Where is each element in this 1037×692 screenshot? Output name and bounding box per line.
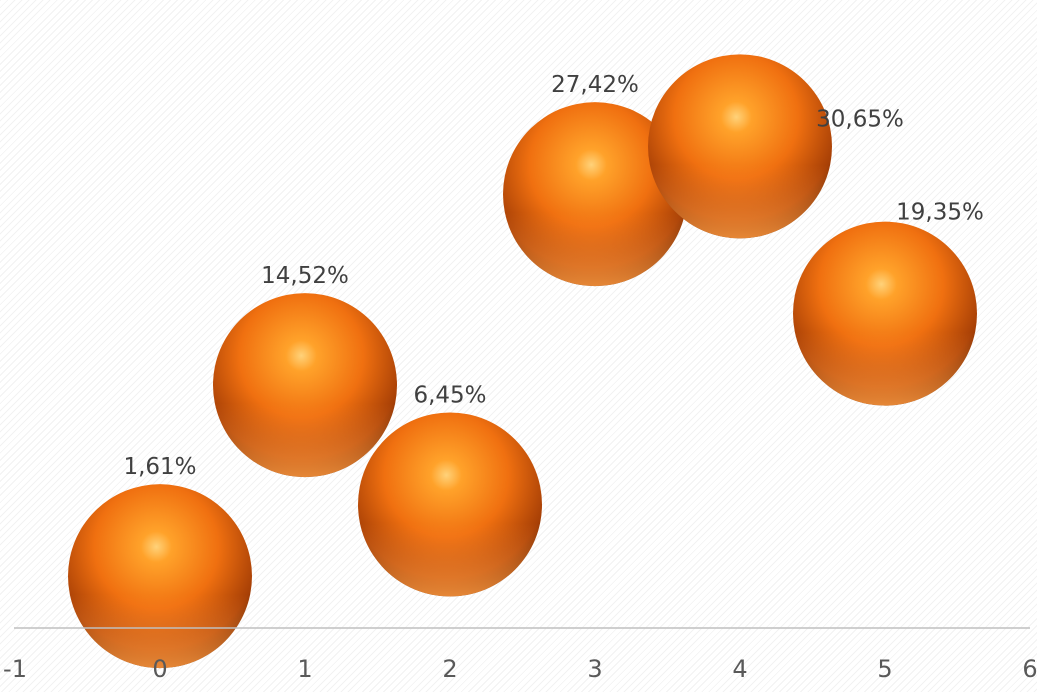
data-label: 1,61% [123,454,196,480]
bubble-rim [503,102,687,287]
data-label: 27,42% [551,72,639,98]
bubble-point [213,293,397,478]
bubble-point [503,102,687,287]
bubble-rim [793,221,977,406]
x-tick-labels: -1 0 1 2 3 4 5 6 [3,655,1037,683]
bubble-point [358,412,542,597]
data-label: 30,65% [816,106,904,132]
bubble-point [648,54,832,239]
x-tick-label: 3 [587,655,602,683]
data-label: 14,52% [261,263,349,289]
x-tick-label: -1 [3,655,27,683]
x-tick-label: 6 [1022,655,1037,683]
bubble-point [68,484,252,669]
x-tick-label: 2 [442,655,457,683]
bubble-point [793,221,977,406]
data-labels: 1,61% 14,52% 6,45% 27,42% 30,65% 19,35% [123,72,983,480]
bubble-rim [213,293,397,478]
bubbles-layer [68,54,977,669]
x-tick-label: 5 [877,655,892,683]
bubble-rim [648,54,832,239]
x-tick-label: 1 [297,655,312,683]
x-tick-label: 0 [152,655,167,683]
bubble-rim [68,484,252,669]
x-tick-label: 4 [732,655,747,683]
bubble-rim [358,412,542,597]
data-label: 19,35% [896,200,984,226]
data-label: 6,45% [413,383,486,409]
